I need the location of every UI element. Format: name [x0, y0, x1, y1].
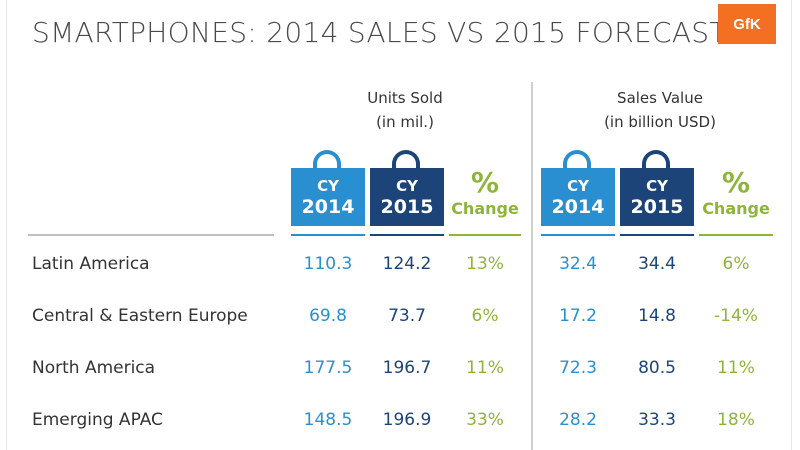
units-2014-value: 69.8: [309, 306, 347, 326]
units-sold-unit: (in mil.): [376, 113, 434, 131]
units-2014-underline: [291, 234, 365, 236]
value-2014-underline: [541, 234, 615, 236]
value-2014-value: 28.2: [559, 410, 597, 430]
units-2015-value: 196.9: [382, 410, 432, 430]
units-change-value: 6%: [471, 306, 499, 326]
bag-icon-value-cy2015: CY 2015: [620, 150, 694, 230]
units-2014-value: 177.5: [303, 358, 353, 378]
row-region-label: North America: [32, 358, 156, 378]
row-region-label: Latin America: [32, 254, 150, 274]
value-change-value: 11%: [717, 358, 755, 378]
table-row: North America 177.5 196.7 11% 72.3 80.5 11%: [0, 342, 800, 394]
group-divider: [531, 82, 533, 450]
sales-value-unit: (in billion USD): [604, 113, 716, 131]
units-2014-value: 110.3: [303, 254, 353, 274]
bag-icon-units-cy2015: CY 2015: [370, 150, 444, 230]
row-region-label: Emerging APAC: [32, 410, 163, 430]
value-2015-value: 34.4: [638, 254, 676, 274]
units-2015-value: 73.7: [388, 306, 426, 326]
label-underline: [28, 234, 274, 236]
table-row: Emerging APAC 148.5 196.9 33% 28.2 33.3 18%: [0, 394, 800, 446]
table-row: Latin America 110.3 124.2 13% 32.4 34.4 6%: [0, 238, 800, 290]
chart-title: SMARTPHONES: 2014 SALES VS 2015 FORECAST: [32, 16, 727, 49]
infographic-frame: [6, 0, 792, 450]
units-2015-underline: [370, 234, 444, 236]
value-2014-value: 72.3: [559, 358, 597, 378]
row-region-label: Central & Eastern Europe: [32, 306, 248, 326]
value-2015-value: 33.3: [638, 410, 676, 430]
table-row: Central & Eastern Europe 69.8 73.7 6% 17.2 14…: [0, 290, 800, 342]
gfk-logo: GfK: [718, 4, 776, 44]
value-2014-value: 32.4: [559, 254, 597, 274]
bag-icon-value-cy2014: CY 2014: [541, 150, 615, 230]
value-2015-value: 80.5: [638, 358, 676, 378]
units-pct-change-header: % Change: [451, 166, 519, 219]
value-change-value: -14%: [714, 306, 758, 326]
bag-icon-units-cy2014: CY 2014: [291, 150, 365, 230]
units-change-value: 33%: [466, 410, 504, 430]
value-2015-underline: [620, 234, 694, 236]
units-2014-value: 148.5: [303, 410, 353, 430]
units-sold-header: Units Sold (in mil.): [330, 86, 480, 134]
units-2015-value: 124.2: [382, 254, 432, 274]
units-change-underline: [449, 234, 521, 236]
units-2015-value: 196.7: [382, 358, 432, 378]
value-pct-change-header: % Change: [702, 166, 770, 219]
value-change-value: 18%: [717, 410, 755, 430]
value-change-value: 6%: [722, 254, 750, 274]
value-2015-value: 14.8: [638, 306, 676, 326]
sales-value-title: Sales Value: [617, 89, 703, 107]
units-sold-title: Units Sold: [367, 89, 443, 107]
units-change-value: 13%: [466, 254, 504, 274]
value-change-underline: [699, 234, 773, 236]
value-2014-value: 17.2: [559, 306, 597, 326]
units-change-value: 11%: [466, 358, 504, 378]
sales-value-header: Sales Value (in billion USD): [570, 86, 750, 134]
